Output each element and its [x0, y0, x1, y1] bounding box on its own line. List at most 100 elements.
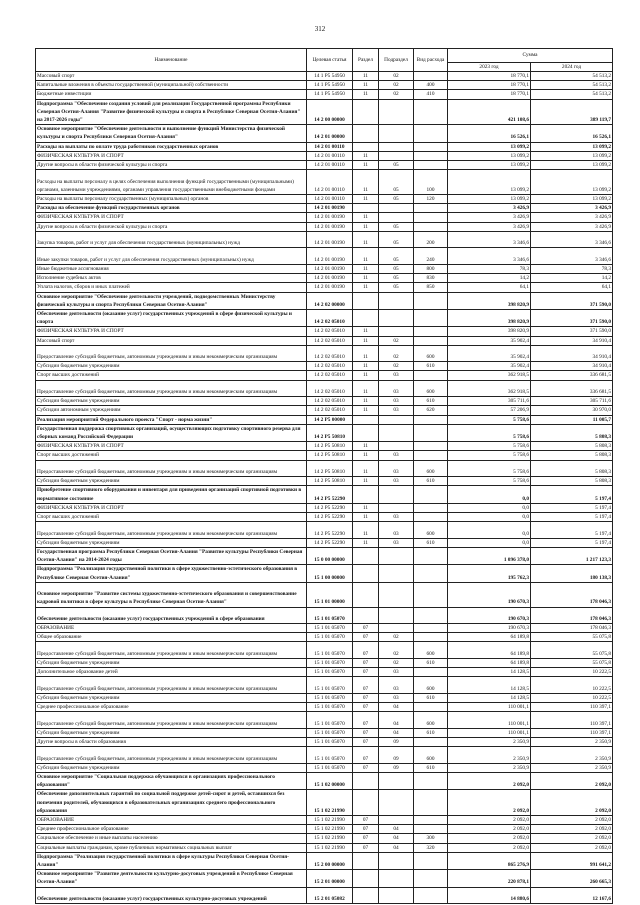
row-section: 07 [352, 623, 379, 634]
row-target: 15 1 01 05070 [306, 632, 353, 643]
row-sum-year2: 2 350,9 [530, 737, 613, 748]
row-subsection: 05 [378, 247, 414, 265]
row-section: 11 [352, 263, 379, 275]
header-year1: 2023 год [447, 62, 531, 72]
row-target: 15 1 02 21990 [306, 815, 353, 826]
header-expense-type: Вид расхода [413, 48, 448, 72]
row-sum-year1: 398 820,9 [447, 291, 531, 310]
row-target: 14 2 01 00110 [306, 150, 353, 162]
table-row: Предоставление субсидий бюджетным, автон… [35, 676, 613, 694]
row-name: Расходы на выплаты персоналу государстве… [35, 194, 307, 205]
row-sum-year2: 180 138,3 [530, 564, 613, 583]
row-subsection [378, 606, 414, 625]
row-sum-year2: 371 590,0 [530, 326, 613, 337]
row-subsection [378, 423, 414, 443]
row-subsection: 03 [378, 459, 414, 478]
table-row: Обеспечение деятельности (оказание услуг… [35, 886, 613, 905]
row-name: Предоставление субсидий бюджетным, автон… [35, 459, 307, 478]
row-sum-year2: 178 046,3 [530, 581, 613, 608]
row-target: 14 2 P5 50810 [306, 423, 353, 443]
header-target: Целевая статья [306, 48, 353, 72]
row-subsection [378, 771, 414, 791]
header-section: Раздел [352, 48, 379, 72]
table-row: Расходы на обеспечение функций государст… [35, 203, 613, 214]
row-subsection [378, 502, 414, 513]
table-row: Реализация мероприятий Федерального прое… [35, 414, 613, 425]
row-section: 11 [352, 212, 379, 223]
row-sum-year2: 3 346,6 [530, 247, 613, 265]
row-expense-type [413, 370, 448, 381]
row-subsection: 03 [378, 379, 414, 398]
row-sum-year1: 35 902,4 [447, 335, 531, 346]
row-subsection: 03 [378, 511, 414, 523]
row-section [352, 485, 379, 504]
row-subsection [378, 203, 414, 214]
row-target: 15 2 00 00000 [306, 851, 353, 871]
row-expense-type: 610 [413, 476, 448, 487]
table-row: ОБРАЗОВАНИЕ 15 1 01 05070 07 190 670,3 178 0… [35, 623, 613, 634]
row-section [352, 291, 379, 310]
row-section: 11 [352, 379, 379, 398]
table-row: Расходы на выплаты персоналу государстве… [35, 194, 613, 205]
row-name: Расходы на выплаты по оплате труда работ… [35, 141, 307, 152]
row-subsection: 02 [378, 89, 414, 100]
row-expense-type [413, 667, 448, 678]
table-row: Подпрограмма "Реализация государственной… [35, 564, 613, 583]
row-expense-type [413, 291, 448, 310]
row-target: 14 2 02 05010 [306, 335, 353, 346]
row-sum-year2: 3 426,9 [530, 203, 613, 214]
row-sum-year1: 13 099,2 [447, 169, 531, 196]
row-subsection: 03 [378, 521, 414, 539]
row-section [352, 423, 379, 443]
row-target: 15 0 00 00000 [306, 546, 353, 566]
row-sum-year2: 5 197,4 [530, 537, 613, 548]
table-row: ФИЗИЧЕСКАЯ КУЛЬТУРА И СПОРТ 14 2 P5 52290… [35, 502, 613, 513]
row-sum-year1: 0,0 [447, 502, 531, 513]
row-sum-year2: 110 397,1 [530, 702, 613, 713]
row-name: Подпрограмма "Реализация государственной… [35, 564, 307, 583]
row-section: 11 [352, 160, 379, 171]
row-sum-year2: 2 092,0 [530, 824, 613, 835]
row-section [352, 308, 379, 328]
row-sum-year1: 5 758,6 [447, 476, 531, 487]
row-target: 14 2 01 00110 [306, 194, 353, 205]
row-name: ФИЗИЧЕСКАЯ КУЛЬТУРА И СПОРТ [35, 212, 307, 223]
row-name: Субсидии бюджетным учреждениям [35, 692, 307, 704]
row-name: Реализация мероприятий Федерального прое… [35, 414, 307, 425]
row-expense-type: 410 [413, 89, 448, 100]
row-name: Общее образование [35, 632, 307, 643]
row-target: 14 2 02 05010 [306, 344, 353, 363]
row-subsection [378, 414, 414, 425]
row-sum-year2: 5 808,3 [530, 423, 613, 443]
row-sum-year2: 13 099,2 [530, 194, 613, 205]
row-name: Предоставление субсидий бюджетным, автон… [35, 344, 307, 363]
row-expense-type: 610 [413, 396, 448, 407]
row-sum-year2: 16 526,1 [530, 124, 613, 143]
row-expense-type: 600 [413, 641, 448, 659]
row-name: Предоставление субсидий бюджетным, автон… [35, 711, 307, 729]
table-row: Другие вопросы в области физической куль… [35, 160, 613, 171]
row-expense-type [413, 581, 448, 608]
row-section: 07 [352, 711, 379, 729]
row-section: 07 [352, 657, 379, 669]
row-name: ОБРАЗОВАНИЕ [35, 623, 307, 634]
table-row: Подпрограмма "Реализация государственной… [35, 851, 613, 871]
row-target: 15 1 01 05070 [306, 667, 353, 678]
row-sum-year2: 5 197,4 [530, 485, 613, 504]
table-row: Расходы на выплаты по оплате труда работ… [35, 141, 613, 152]
budget-table: Наименование Целевая статья Раздел Подра… [35, 48, 613, 905]
row-section: 07 [352, 667, 379, 678]
table-row: Субсидии бюджетным учреждениям 15 1 01 05… [35, 657, 613, 669]
row-sum-year2: 260 665,3 [530, 869, 613, 888]
row-sum-year1: 1 096 378,0 [447, 546, 531, 566]
row-sum-year2: 5 197,4 [530, 511, 613, 523]
row-sum-year1: 18 770,1 [447, 80, 531, 91]
row-section: 11 [352, 194, 379, 205]
row-sum-year1: 190 670,3 [447, 581, 531, 608]
row-name: Предоставление субсидий бюджетным, автон… [35, 746, 307, 764]
table-row: Предоставление субсидий бюджетным, автон… [35, 379, 613, 398]
row-sum-year1: 110 001,1 [447, 727, 531, 739]
row-name: Социальные выплаты гражданам, кроме публ… [35, 842, 307, 853]
row-name: ФИЗИЧЕСКАЯ КУЛЬТУРА И СПОРТ [35, 502, 307, 513]
row-target: 14 2 01 00110 [306, 169, 353, 196]
